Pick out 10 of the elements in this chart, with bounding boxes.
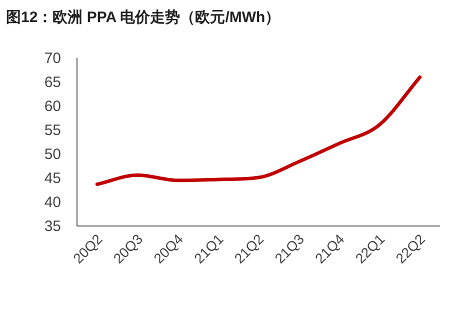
y-tick-label: 70 — [44, 50, 61, 67]
y-tick-label: 45 — [44, 170, 61, 187]
y-tick-label: 65 — [44, 74, 61, 91]
y-tick-label: 60 — [44, 98, 61, 115]
y-tick-label: 35 — [44, 218, 61, 235]
y-tick-label: 55 — [44, 122, 61, 139]
chart-title: 图12：欧洲 PPA 电价走势（欧元/MWh） — [6, 9, 280, 26]
y-tick-label: 50 — [44, 146, 61, 163]
line-series — [95, 75, 422, 186]
y-tick-label: 40 — [44, 194, 61, 211]
